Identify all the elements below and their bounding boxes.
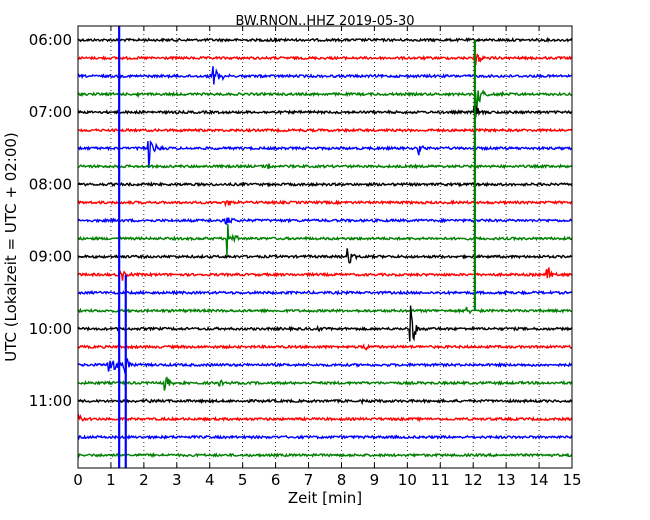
x-tick-label: 15 bbox=[562, 471, 581, 489]
y-tick-label: 08:00 bbox=[29, 175, 72, 193]
y-axis-label: UTC (Lokalzeit = UTC + 02:00) bbox=[2, 132, 20, 362]
trace-0645 bbox=[77, 88, 573, 113]
x-tick-label: 4 bbox=[205, 471, 215, 489]
trace-rows bbox=[77, 36, 573, 459]
trace-1000 bbox=[77, 305, 573, 342]
x-tick-label: 11 bbox=[431, 471, 450, 489]
trace-0600 bbox=[77, 36, 573, 44]
x-tick-label: 5 bbox=[238, 471, 248, 489]
x-tick-label: 3 bbox=[172, 471, 182, 489]
x-tick-label: 14 bbox=[530, 471, 549, 489]
chart-title: BW.RNON..HHZ 2019-05-30 bbox=[235, 14, 414, 29]
trace-1100 bbox=[77, 397, 573, 406]
trace-0745 bbox=[77, 163, 573, 170]
trace-1045 bbox=[77, 376, 573, 391]
y-axis-ticks: 06:00 07:00 08:00 09:00 10:00 11:00 bbox=[29, 31, 572, 410]
x-tick-label: 6 bbox=[271, 471, 281, 489]
trace-0830 bbox=[77, 217, 573, 225]
trace-1115 bbox=[77, 413, 573, 423]
y-tick-label: 09:00 bbox=[29, 248, 72, 266]
grid-lines bbox=[110, 26, 540, 468]
trace-1015 bbox=[77, 343, 573, 351]
trace-0700 bbox=[77, 105, 573, 120]
x-tick-label: 10 bbox=[398, 471, 417, 489]
trace-0915 bbox=[77, 267, 573, 281]
trace-0845 bbox=[77, 224, 573, 257]
x-tick-label: 2 bbox=[139, 471, 149, 489]
long-signals bbox=[118, 26, 476, 468]
y-tick-label: 06:00 bbox=[29, 31, 72, 49]
x-tick-label: 8 bbox=[337, 471, 347, 489]
y-tick-label: 11:00 bbox=[29, 392, 72, 410]
trace-1130 bbox=[77, 434, 573, 441]
trace-0715 bbox=[77, 127, 573, 134]
trace-1145 bbox=[77, 452, 573, 459]
x-axis-label: Zeit [min] bbox=[288, 489, 362, 507]
trace-0900 bbox=[77, 248, 573, 264]
y-tick-label: 10:00 bbox=[29, 320, 72, 338]
trace-0615 bbox=[78, 53, 573, 66]
plot-frame bbox=[77, 25, 573, 469]
trace-0800 bbox=[77, 181, 573, 188]
trace-1030 bbox=[77, 358, 573, 375]
x-tick-label: 9 bbox=[370, 471, 380, 489]
trace-0630 bbox=[77, 66, 573, 85]
x-tick-label: 12 bbox=[464, 471, 483, 489]
x-tick-label: 13 bbox=[497, 471, 516, 489]
trace-0945 bbox=[77, 306, 573, 315]
x-tick-label: 0 bbox=[73, 471, 83, 489]
trace-0815 bbox=[77, 199, 573, 208]
y-tick-label: 07:00 bbox=[29, 103, 72, 121]
x-tick-label: 1 bbox=[106, 471, 116, 489]
x-tick-label: 7 bbox=[304, 471, 314, 489]
x-axis-ticks: 0 1 2 3 4 5 6 7 8 9 10 11 12 13 14 15 bbox=[73, 26, 582, 489]
trace-0930 bbox=[77, 289, 573, 297]
trace-0730 bbox=[77, 140, 573, 168]
